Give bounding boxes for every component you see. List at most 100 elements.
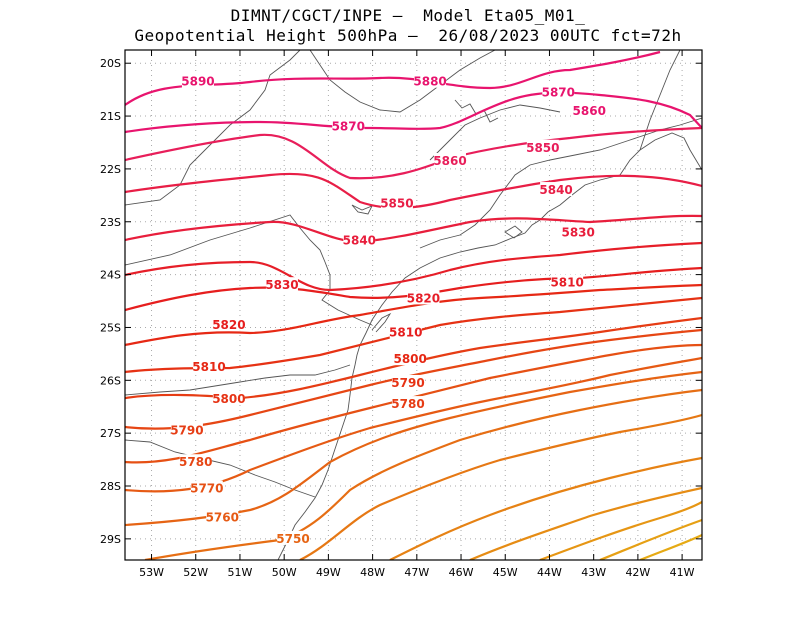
contour-label: 5810 xyxy=(192,360,225,374)
lon-tick-label: 51W xyxy=(228,566,253,579)
lat-tick-label: 28S xyxy=(100,480,121,493)
contour-label: 5780 xyxy=(391,397,424,411)
contour-label-bg xyxy=(380,195,413,210)
contour-label: 5800 xyxy=(393,352,426,366)
contour-label-bg xyxy=(433,152,466,167)
contour-line xyxy=(125,266,702,312)
contour-line xyxy=(599,518,702,560)
contour-line xyxy=(125,91,702,134)
contour-label-bg xyxy=(212,316,245,331)
lon-tick-label: 47W xyxy=(404,566,429,579)
contour-line xyxy=(125,214,702,244)
geopotential-contours xyxy=(125,50,702,560)
contour-label-bg xyxy=(190,480,223,495)
lon-tick-label: 44W xyxy=(537,566,562,579)
lon-tick-label: 42W xyxy=(625,566,650,579)
border-sc-rs xyxy=(125,439,316,498)
contour-line xyxy=(144,388,702,560)
contour-label-bg xyxy=(389,324,422,339)
lat-tick-label: 20S xyxy=(100,57,121,70)
island-sp xyxy=(351,204,373,215)
contour-label: 5770 xyxy=(190,482,223,496)
contour-label: 5790 xyxy=(170,424,203,438)
lat-tick-label: 25S xyxy=(100,321,121,334)
lat-tick-label: 24S xyxy=(100,269,121,282)
contour-label: 5800 xyxy=(212,392,245,406)
contour-line xyxy=(125,283,702,347)
contour-label: 5760 xyxy=(206,511,239,525)
lon-tick-label: 48W xyxy=(360,566,385,579)
contour-label-bg xyxy=(391,396,424,411)
lat-tick-label: 27S xyxy=(100,427,121,440)
lon-tick-label: 50W xyxy=(272,566,297,579)
contour-label-bg xyxy=(206,509,239,524)
contour-label-bg xyxy=(394,351,427,366)
contour-label-bg xyxy=(540,182,573,197)
contour-line xyxy=(125,356,702,493)
contour-line xyxy=(539,501,702,560)
contour-line xyxy=(125,328,702,430)
contour-label-bg xyxy=(562,224,595,239)
contour-label-bg xyxy=(414,73,447,88)
contour-label-bg xyxy=(265,277,298,292)
contour-label: 5860 xyxy=(433,154,466,168)
contour-label: 5810 xyxy=(389,326,422,340)
border-rj-mg xyxy=(419,117,702,249)
border-go xyxy=(309,50,496,113)
contour-label-bg xyxy=(332,118,365,133)
contour-label-bg xyxy=(542,84,575,99)
border-pr-sc xyxy=(125,364,351,396)
contour-label: 5890 xyxy=(181,75,214,89)
contour-label: 5750 xyxy=(276,532,309,546)
lon-tick-label: 41W xyxy=(670,566,695,579)
contour-line xyxy=(639,534,702,560)
lat-tick-label: 21S xyxy=(100,110,121,123)
contour-label-bg xyxy=(391,374,424,389)
lon-tick-label: 46W xyxy=(449,566,474,579)
contour-label: 5850 xyxy=(526,141,559,155)
border-mg-sp xyxy=(125,50,301,206)
contour-label: 5810 xyxy=(550,276,583,290)
contour-label-bg xyxy=(170,422,203,437)
contour-line xyxy=(125,343,702,464)
contour-line xyxy=(299,413,702,560)
contour-label-bg xyxy=(277,530,310,545)
border-sp-pr xyxy=(125,214,373,326)
contour-label: 5830 xyxy=(265,278,298,292)
lon-tick-label: 52W xyxy=(183,566,208,579)
contour-label: 5840 xyxy=(343,233,376,247)
contour-label: 5780 xyxy=(179,455,212,469)
contour-label-bg xyxy=(343,232,376,247)
lat-tick-label: 23S xyxy=(100,216,121,229)
lat-tick-label: 29S xyxy=(100,533,121,546)
contour-labels: 5890 5880 5870 5860 5870 5860 5850 5840 5850 5830… xyxy=(170,73,606,546)
axis-ticks: 20S 21S 22S 23S 24S 25S 26S 27S 28S 29S 53W 52W 51W 5… xyxy=(100,50,702,579)
contour-label-bg xyxy=(181,73,214,88)
contour-label-bg xyxy=(573,102,606,117)
contour-label-bg xyxy=(551,274,584,289)
lon-tick-label: 43W xyxy=(581,566,606,579)
plot-frame xyxy=(124,49,703,561)
lat-tick-label: 22S xyxy=(100,163,121,176)
contour-label: 5860 xyxy=(573,104,606,118)
contour-label-bg xyxy=(526,139,559,154)
contour-line xyxy=(469,486,702,560)
contour-label: 5790 xyxy=(391,376,424,390)
river-grande xyxy=(429,104,561,161)
contour-label: 5840 xyxy=(539,183,572,197)
contour-label: 5880 xyxy=(413,75,446,89)
title-line-1: DIMNT/CGCT/INPE — Model Eta05_M01_ xyxy=(230,6,586,25)
contour-label: 5850 xyxy=(380,196,413,210)
contour-label: 5820 xyxy=(212,318,245,332)
bay-rio xyxy=(504,225,523,239)
title-line-2: Geopotential Height 500hPa — 26/08/2023 … xyxy=(134,26,682,45)
lat-tick-label: 26S xyxy=(100,374,121,387)
contour-label-bg xyxy=(212,390,245,405)
contour-label: 5870 xyxy=(332,120,365,134)
contour-label-bg xyxy=(407,290,440,305)
contour-label: 5820 xyxy=(407,291,440,305)
contour-label: 5870 xyxy=(542,85,575,99)
lon-tick-label: 49W xyxy=(316,566,341,579)
lon-tick-label: 53W xyxy=(139,566,164,579)
